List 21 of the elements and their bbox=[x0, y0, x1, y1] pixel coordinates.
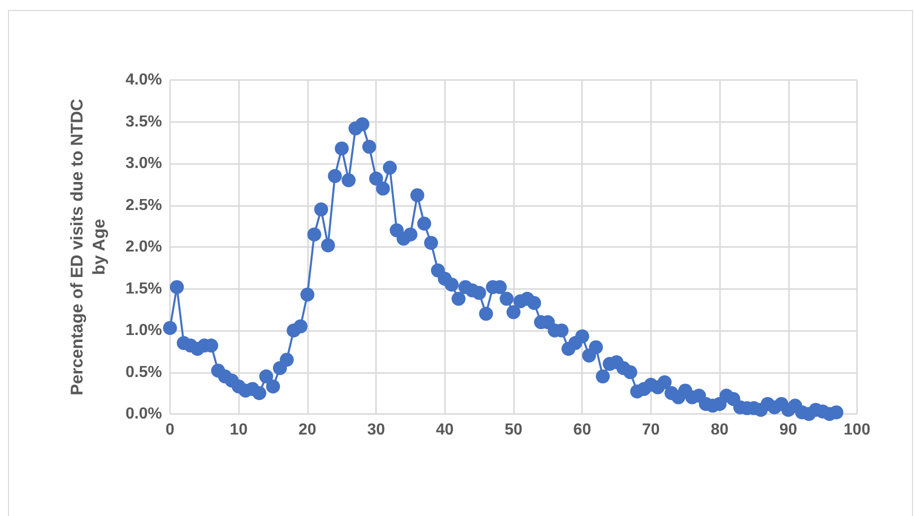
x-tick-label: 0 bbox=[166, 422, 175, 438]
y-tick-label: 2.0% bbox=[126, 238, 162, 256]
y-tick-label: 0.5% bbox=[126, 364, 162, 381]
y-tick-label: 3.0% bbox=[126, 155, 162, 172]
x-tick-label: 70 bbox=[642, 422, 660, 438]
x-tick-label: 100 bbox=[844, 422, 870, 438]
x-tick-label: 90 bbox=[779, 422, 798, 438]
x-tick-label: 10 bbox=[230, 422, 248, 438]
y-tick-label: 2.5% bbox=[126, 196, 162, 214]
y-tick-label: 1.0% bbox=[126, 322, 162, 339]
x-tick-label: 50 bbox=[504, 422, 522, 438]
y-tick-label: 0.0% bbox=[126, 406, 162, 422]
x-tick-label: 80 bbox=[710, 422, 729, 438]
x-tick-label: 60 bbox=[573, 422, 592, 438]
y-axis-title: Percentage of ED visits due to NTDC by Age bbox=[68, 98, 108, 396]
x-tick-label: 20 bbox=[298, 422, 316, 438]
y-tick-label: 4.0% bbox=[126, 72, 162, 88]
x-tick-label: 40 bbox=[436, 422, 454, 438]
y-tick-label: 1.5% bbox=[126, 280, 162, 298]
x-tick-label: 30 bbox=[367, 422, 386, 438]
y-tick-label: 3.5% bbox=[126, 113, 162, 130]
